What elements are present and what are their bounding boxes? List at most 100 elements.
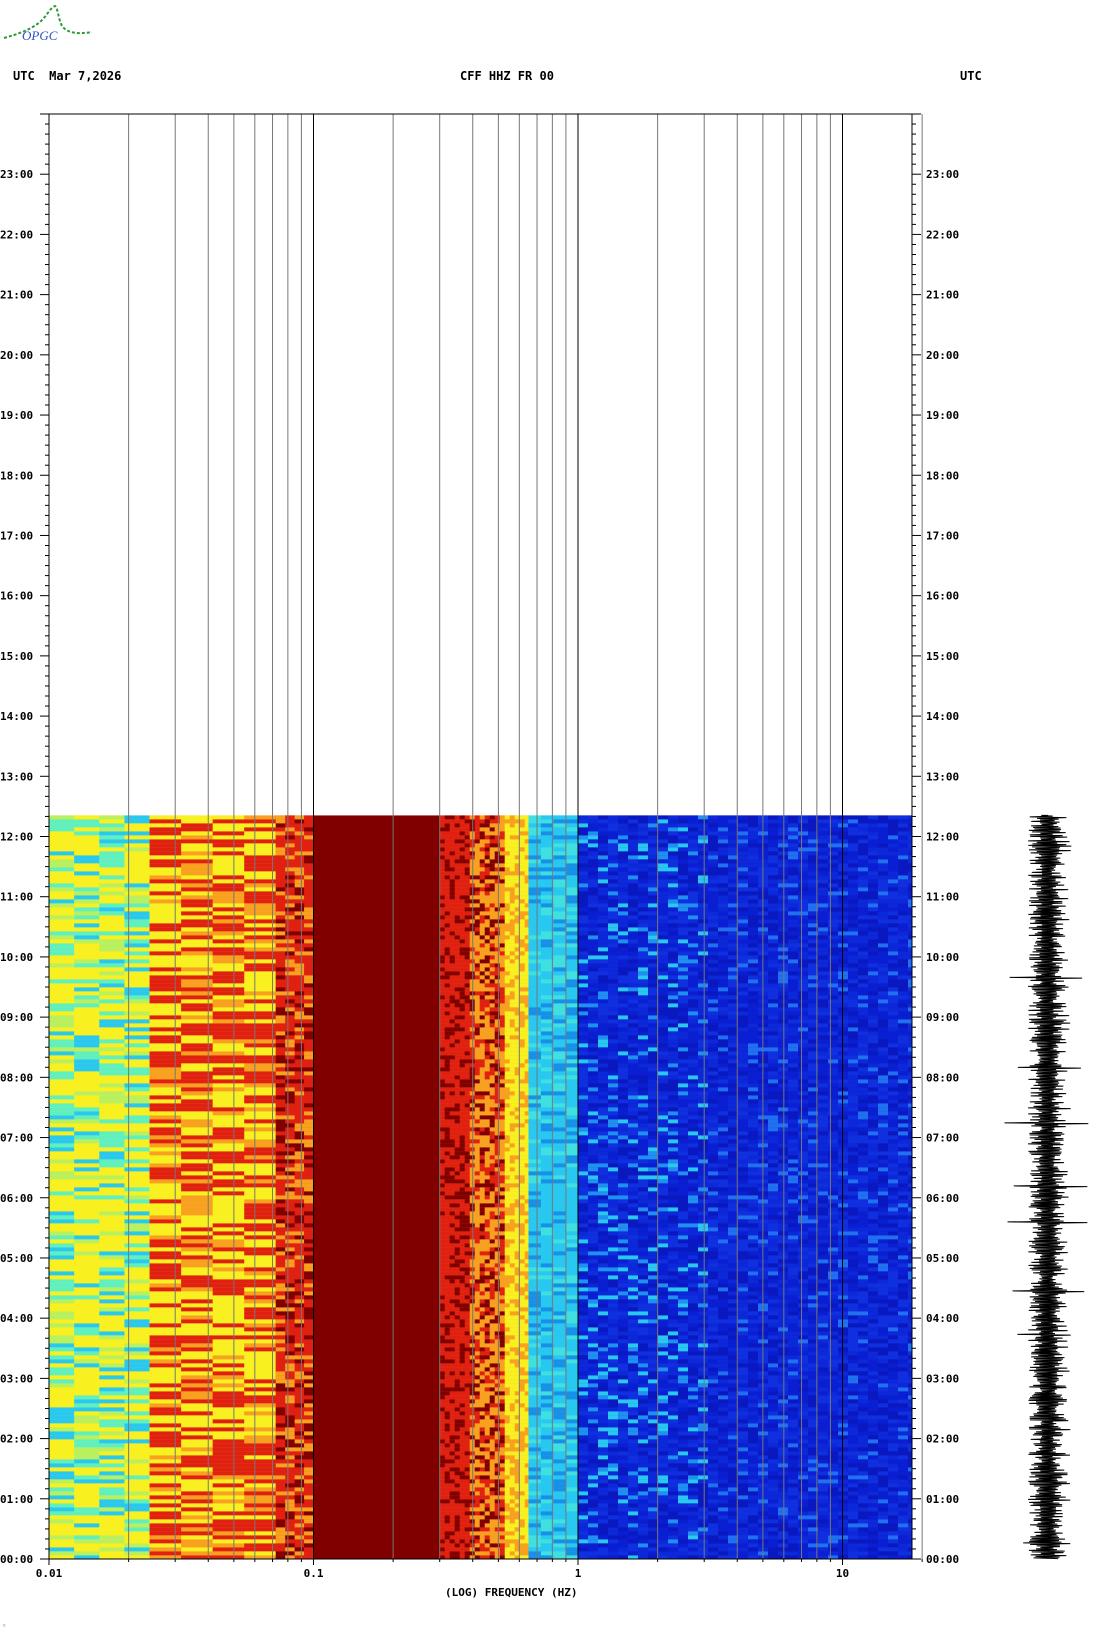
spectro-cell (124, 1411, 151, 1416)
spectro-cell (304, 1407, 314, 1412)
spectro-cell (449, 1255, 456, 1260)
spectro-cell (479, 863, 486, 868)
spectro-cell (479, 1387, 486, 1392)
spectro-cell (181, 919, 214, 924)
spectro-cell (499, 887, 506, 892)
spectro-cell (524, 1159, 530, 1164)
spectro-cell (124, 1231, 151, 1236)
spectro-cell (474, 1275, 481, 1280)
spectro-cell (444, 1111, 451, 1116)
spectro-cell (74, 1495, 100, 1500)
spectro-cell (504, 967, 511, 972)
spectro-cell (124, 1431, 151, 1436)
spectro-cell (489, 915, 496, 920)
spectro-cell (285, 1443, 296, 1448)
spectro-cell (99, 911, 125, 916)
spectro-cell (99, 931, 125, 936)
spectro-cell (479, 1343, 486, 1348)
spectro-cell (519, 871, 526, 876)
spectro-cell (439, 895, 446, 900)
spectro-cell (99, 1315, 125, 1320)
spectro-cell (49, 1547, 75, 1552)
spectro-cell (504, 1375, 511, 1380)
spectro-cell (99, 971, 125, 976)
spectro-cell (514, 1211, 521, 1216)
spectro-cell (454, 1263, 461, 1268)
spectro-cell (285, 1171, 296, 1176)
spectro-cell (494, 839, 501, 844)
spectro-cell (149, 987, 182, 992)
spectro-cell (499, 1079, 506, 1084)
spectro-cell (454, 903, 461, 908)
spectro-cell (454, 1199, 461, 1204)
spectro-cell (74, 1047, 100, 1052)
spectro-cell (304, 1179, 314, 1184)
spectro-cell (275, 1527, 286, 1532)
spectro-cell (474, 919, 481, 924)
spectro-cell (439, 991, 446, 996)
spectro-cell (181, 1447, 214, 1452)
spectro-cell (149, 1219, 182, 1224)
spectro-cell (524, 1127, 530, 1132)
spectro-cell (504, 1063, 511, 1068)
spectro-cell (499, 923, 506, 928)
spectro-cell (484, 1311, 491, 1316)
spectro-cell (294, 1447, 305, 1452)
spectro-cell (449, 1059, 456, 1064)
spectro-cell (294, 823, 305, 828)
spectro-cell (212, 1267, 245, 1272)
spectro-cell (509, 1343, 516, 1348)
spectro-cell (439, 1427, 446, 1432)
spectro-cell (524, 1419, 530, 1424)
spectro-cell (479, 1055, 486, 1060)
spectro-cell (454, 931, 461, 936)
spectro-cell (124, 1267, 151, 1272)
spectro-cell (504, 1011, 511, 1016)
spectro-cell (464, 831, 471, 836)
spectro-cell (489, 839, 496, 844)
spectro-cell (479, 939, 486, 944)
spectro-cell (524, 839, 530, 844)
spectro-cell (244, 855, 277, 860)
spectro-cell (149, 1247, 182, 1252)
spectro-cell (74, 979, 100, 984)
spectro-cell (49, 1219, 75, 1224)
spectro-cell (444, 835, 451, 840)
spectro-cell (504, 963, 511, 968)
spectro-cell (181, 863, 214, 868)
spectro-cell (74, 919, 100, 924)
spectro-cell (124, 1259, 151, 1264)
spectro-cell (524, 1171, 530, 1176)
spectro-cell (285, 1315, 296, 1320)
spectro-cell (304, 915, 314, 920)
spectro-cell (74, 1155, 100, 1160)
spectro-cell (474, 839, 481, 844)
spectro-cell (49, 1391, 75, 1396)
spectro-cell (149, 1083, 182, 1088)
spectro-cell (285, 1051, 296, 1056)
spectro-cell (294, 1199, 305, 1204)
spectro-cell (504, 855, 511, 860)
spectro-cell (454, 1071, 461, 1076)
spectro-cell (474, 1315, 481, 1320)
spectro-cell (509, 975, 516, 980)
spectro-cell (285, 1463, 296, 1468)
spectro-cell (49, 959, 75, 964)
spectro-cell (519, 1039, 526, 1044)
spectro-cell (509, 919, 516, 924)
spectro-cell (449, 1091, 456, 1096)
spectro-cell (484, 1167, 491, 1172)
spectro-cell (449, 1015, 456, 1020)
spectro-cell (449, 971, 456, 976)
spectro-cell (449, 1003, 456, 1008)
spectro-cell (439, 1251, 446, 1256)
spectro-cell (181, 847, 214, 852)
spectro-cell (454, 1051, 461, 1056)
spectro-cell (275, 1555, 286, 1560)
spectro-cell (504, 991, 511, 996)
spectro-cell (149, 903, 182, 908)
spectro-cell (454, 915, 461, 920)
spectro-cell (479, 1051, 486, 1056)
spectro-cell (74, 943, 100, 948)
spectro-cell (212, 1287, 245, 1292)
